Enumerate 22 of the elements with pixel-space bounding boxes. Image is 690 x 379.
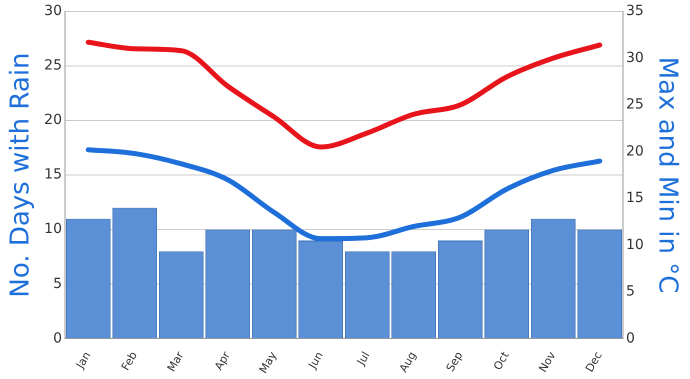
y2-tick-label: 0	[626, 330, 635, 346]
y2-tick-label: 10	[626, 236, 644, 253]
y2-tick-label: 15	[626, 190, 644, 206]
y-tick-label: 25	[44, 58, 62, 74]
x-tick-label: Feb	[118, 349, 140, 373]
y-tick-label: 5	[53, 276, 62, 292]
y2-tick-label: 5	[626, 284, 635, 300]
y2-tick-label: 20	[626, 143, 644, 160]
y-tick-label: 20	[44, 112, 62, 128]
y-tick-label: 15	[44, 166, 62, 183]
y-tick-label: 30	[44, 3, 62, 20]
x-tick-label: Jun	[305, 349, 326, 372]
x-tick-label: Oct	[491, 348, 512, 372]
y2-tick-label: 25	[626, 96, 644, 113]
x-tick-label: Jan	[73, 349, 94, 372]
x-tick-label: Jul	[354, 349, 372, 368]
y2-tick-label: 30	[626, 50, 644, 66]
y2-axis-title: Max and Min in °C	[652, 56, 683, 294]
y2-tick-label: 35	[626, 3, 644, 20]
y-axis-title: No. Days with Rain	[5, 52, 36, 298]
y-tick-label: 0	[53, 330, 62, 346]
y-tick-label: 10	[44, 221, 62, 238]
